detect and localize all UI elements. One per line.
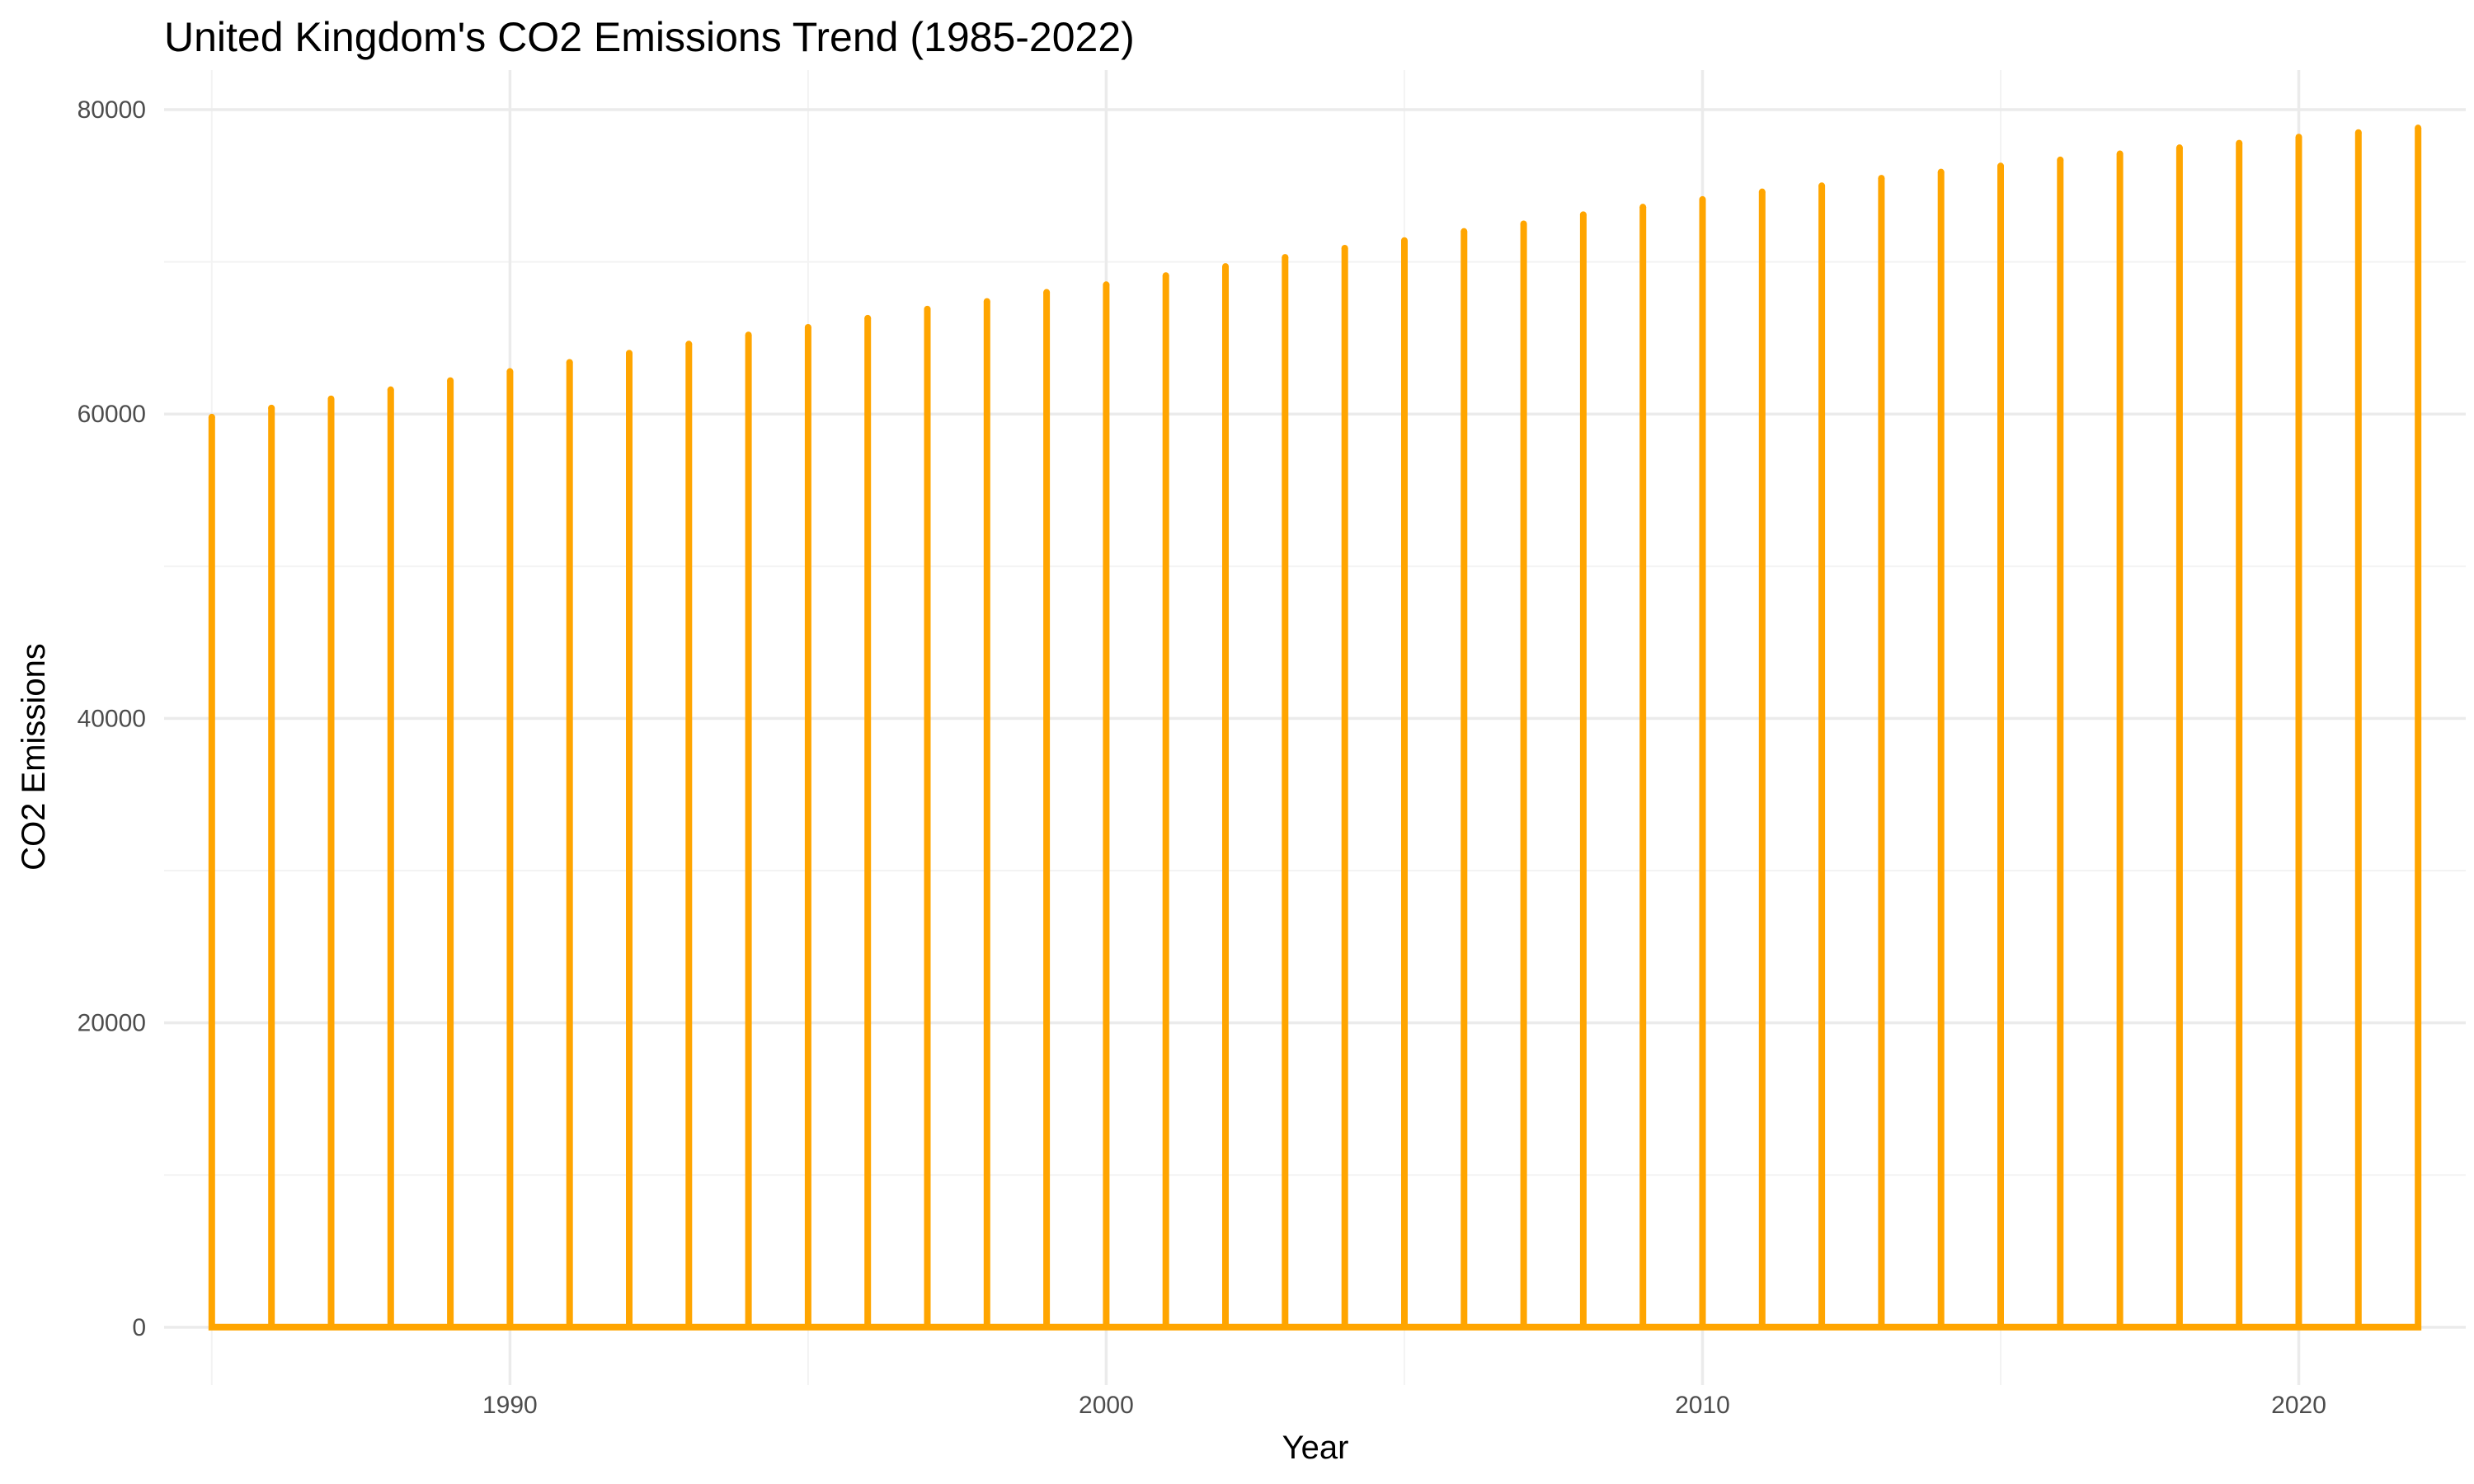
emissions-peak-point: [1460, 228, 1468, 235]
emissions-peak-point: [506, 368, 514, 375]
emissions-peak-point: [2236, 139, 2243, 147]
emissions-peak-point: [2116, 150, 2124, 157]
emissions-peak-point: [2057, 156, 2064, 163]
emissions-peak-point: [924, 305, 931, 312]
emissions-peak-point: [1103, 281, 1110, 289]
x-axis-title: Year: [1282, 1430, 1349, 1466]
emissions-peak-point: [2175, 144, 2183, 152]
emissions-peak-point: [208, 413, 215, 420]
emissions-peak-point: [1162, 272, 1169, 279]
emissions-peak-point: [1937, 168, 1945, 176]
emissions-peak-point: [2415, 124, 2422, 132]
emissions-peak-point: [1579, 211, 1587, 218]
emissions-peak-point: [387, 386, 394, 393]
emissions-peak-point: [268, 404, 275, 411]
emissions-peak-point: [1758, 188, 1766, 195]
emissions-peak-point: [1341, 244, 1348, 251]
y-tick-label: 80000: [78, 96, 146, 124]
emissions-peak-point: [625, 350, 633, 357]
emissions-peak-point: [327, 395, 335, 402]
tick-labels: 1990 2000 2010 2020 0 20000 40000 60000 80000: [78, 96, 2326, 1419]
emissions-peak-point: [1818, 182, 1826, 190]
x-tick-label: 1990: [482, 1392, 538, 1419]
emissions-peak-point: [447, 377, 454, 384]
emissions-series-line: [208, 128, 2422, 1331]
emissions-peak-point: [745, 331, 752, 339]
emissions-peak-point: [1520, 220, 1527, 228]
y-tick-label: 60000: [78, 401, 146, 428]
chart-title: United Kingdom's CO2 Emissions Trend (19…: [164, 14, 1135, 60]
emissions-peak-point: [1043, 289, 1051, 296]
emissions-peak-point: [864, 314, 872, 322]
emissions-peak-point: [1997, 162, 2005, 170]
emissions-peak-point: [566, 359, 573, 366]
emissions-peak-point: [1400, 237, 1408, 244]
emissions-peak-point: [2295, 134, 2302, 141]
emissions-peak-point: [1878, 175, 1885, 182]
x-tick-label: 2020: [2271, 1392, 2326, 1419]
emissions-peak-point: [804, 323, 811, 331]
x-tick-label: 2000: [1079, 1392, 1134, 1419]
x-tick-label: 2010: [1675, 1392, 1730, 1419]
y-tick-label: 20000: [78, 1010, 146, 1037]
emissions-peak-point: [685, 340, 693, 348]
emissions-peak-point: [1639, 204, 1647, 211]
emissions-peak-point: [1699, 195, 1706, 203]
series-layer: [208, 124, 2422, 1331]
y-tick-label: 0: [132, 1314, 146, 1341]
emissions-peak-point: [1282, 254, 1289, 261]
emissions-peak-point: [983, 298, 990, 305]
y-tick-label: 40000: [78, 705, 146, 732]
emissions-peak-point: [2354, 129, 2362, 136]
emissions-peak-point: [1222, 263, 1230, 270]
y-axis-title: CO2 Emissions: [16, 643, 52, 871]
